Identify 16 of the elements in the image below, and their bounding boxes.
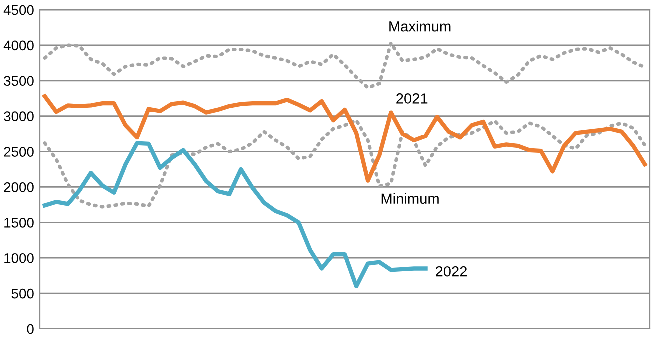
series-label: Maximum <box>390 21 451 32</box>
y-tick-label: 4500 <box>4 5 34 16</box>
series-label: 2022 <box>436 266 467 277</box>
y-tick-label: 3500 <box>4 76 34 86</box>
y-tick-label: 500 <box>12 288 34 299</box>
series-label: 2021 <box>396 94 428 104</box>
y-tick-label: 1500 <box>4 218 34 228</box>
y-tick-label: 3000 <box>4 112 34 122</box>
y-tick-label: 2000 <box>4 182 34 192</box>
line-series <box>42 94 648 183</box>
y-tick-label: 1000 <box>4 253 34 264</box>
y-tick-label: 0 <box>27 324 34 334</box>
line-series <box>43 118 647 209</box>
y-tick-label: 4000 <box>4 40 34 51</box>
series-label: Minimum <box>382 193 439 204</box>
y-tick-label: 2500 <box>4 147 34 157</box>
